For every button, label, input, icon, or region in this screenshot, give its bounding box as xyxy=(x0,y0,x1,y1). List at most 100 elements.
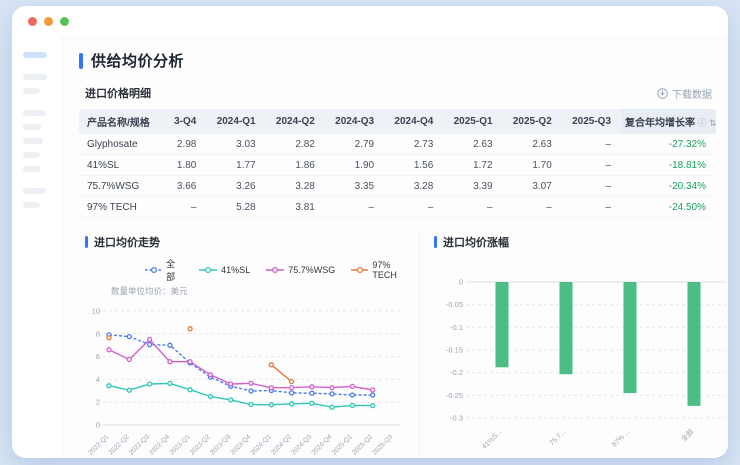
svg-text:41%S...: 41%S... xyxy=(481,428,503,450)
svg-text:2025-Q3: 2025-Q3 xyxy=(371,433,394,456)
value-cell: 1.72 xyxy=(443,154,503,176)
sidebar-item-5[interactable] xyxy=(23,138,43,144)
column-header-7: 2025-Q2 xyxy=(502,109,562,134)
sidebar-item-active[interactable] xyxy=(23,52,47,58)
zoom-button[interactable] xyxy=(60,16,69,26)
svg-text:2024-Q4: 2024-Q4 xyxy=(310,433,333,456)
table-section-label: 进口价格明细 xyxy=(85,88,151,100)
column-header-8: 2025-Q3 xyxy=(561,109,622,134)
column-header-4: 2024-Q3 xyxy=(324,109,385,134)
svg-text:2023-Q1: 2023-Q1 xyxy=(168,433,191,456)
chart-legend: 全部 41%SL 75.7%WSG 97% TECH xyxy=(145,257,415,283)
column-header-0: 产品名称/规格 xyxy=(79,109,162,134)
value-cell: 1.70 xyxy=(502,154,562,176)
close-button[interactable] xyxy=(28,16,37,26)
bar-chart-title: 进口均价涨幅 xyxy=(443,237,509,249)
value-cell: – xyxy=(561,154,622,176)
column-header-2: 2024-Q1 xyxy=(206,109,266,134)
value-cell: 5.28 xyxy=(206,196,266,218)
product-name-cell: 41%SL xyxy=(79,154,162,176)
value-cell: – xyxy=(561,134,622,155)
svg-text:-0.15: -0.15 xyxy=(446,346,463,355)
sidebar-item-9[interactable] xyxy=(23,202,40,208)
download-data-button[interactable]: 下载数据 xyxy=(657,86,712,101)
svg-text:2022-Q4: 2022-Q4 xyxy=(148,433,171,456)
svg-text:75.7...: 75.7... xyxy=(549,428,568,447)
svg-text:2022-Q2: 2022-Q2 xyxy=(108,433,131,456)
value-cell: 2.98 xyxy=(161,134,207,155)
product-name-cell: 97% TECH xyxy=(79,196,162,218)
legend-item-2[interactable]: 75.7%WSG xyxy=(266,257,335,283)
page-title: 供给均价分析 xyxy=(79,50,716,71)
cagr-cell: -27.32% xyxy=(621,134,716,155)
column-header-9[interactable]: 复合年均增长率 ⓘ ⇅ xyxy=(621,109,716,134)
value-cell: 1.90 xyxy=(324,154,385,176)
sidebar-item-2[interactable] xyxy=(23,88,40,94)
legend-item-1[interactable]: 41%SL xyxy=(199,257,250,283)
sidebar-item-4[interactable] xyxy=(23,124,41,130)
value-cell: 1.80 xyxy=(161,154,207,176)
value-cell: – xyxy=(384,196,444,218)
value-cell: 2.63 xyxy=(443,134,503,155)
sidebar xyxy=(12,36,62,458)
import-price-change-panel: 进口均价涨幅 0 -0.05 -0.1 -0.15 -0.2 -0.25 -0.3 41%S.… xyxy=(419,232,728,458)
svg-text:2024-Q3: 2024-Q3 xyxy=(290,433,313,456)
download-icon xyxy=(657,87,668,99)
chart-accent-bar xyxy=(85,236,88,248)
svg-text:97% ...: 97% ... xyxy=(611,428,631,448)
svg-text:-0.05: -0.05 xyxy=(446,300,463,309)
info-and-sort-icons[interactable]: ⓘ ⇅ xyxy=(695,118,716,128)
value-cell: 2.79 xyxy=(324,134,385,155)
sidebar-item-7[interactable] xyxy=(23,166,40,172)
value-cell: 3.39 xyxy=(443,175,503,197)
product-name-cell: Glyphosate xyxy=(79,134,162,155)
column-header-6: 2025-Q1 xyxy=(443,109,503,134)
table-row: Glyphosate 2.98 3.03 2.82 2.79 2.73 2.63 2.63– -… xyxy=(79,134,716,155)
line-chart-svg: 02468102022-Q12022-Q22022-Q32022-Q42023-… xyxy=(87,307,401,457)
svg-text:-0.25: -0.25 xyxy=(446,391,463,400)
svg-text:2022-Q1: 2022-Q1 xyxy=(87,433,110,456)
svg-text:-0.3: -0.3 xyxy=(450,414,463,423)
svg-text:2024-Q2: 2024-Q2 xyxy=(270,433,293,456)
import-price-trend-panel: 进口均价走势 全部 41%SL 75.7%WSG 97% TECH 数量单位均价… xyxy=(79,232,419,458)
table-row: 97% TECH –5.28 3.81– – – – – -24.50% xyxy=(79,196,716,218)
column-header-3: 2024-Q2 xyxy=(265,109,325,134)
value-cell: 3.35 xyxy=(324,175,385,197)
svg-text:-0.2: -0.2 xyxy=(450,368,463,377)
line-chart-title: 进口均价走势 xyxy=(94,237,160,249)
value-cell: 2.63 xyxy=(502,134,562,155)
legend-marker-icon xyxy=(351,266,369,274)
cagr-cell: -18.81% xyxy=(621,154,716,176)
page-title-text: 供给均价分析 xyxy=(91,53,185,70)
value-cell: 2.82 xyxy=(265,134,325,155)
title-accent-bar xyxy=(79,52,83,69)
app-window: 供给均价分析 进口价格明细 下载数据 产品名称/规格 3 xyxy=(12,6,728,458)
value-cell: – xyxy=(561,175,622,197)
value-cell: 3.28 xyxy=(265,175,325,197)
minimize-button[interactable] xyxy=(44,16,53,26)
svg-text:2023-Q4: 2023-Q4 xyxy=(229,433,252,456)
legend-item-3[interactable]: 97% TECH xyxy=(351,257,415,283)
sidebar-item-8[interactable] xyxy=(23,188,46,194)
value-cell: – xyxy=(502,196,562,218)
svg-text:-0.1: -0.1 xyxy=(450,323,463,332)
svg-text:2025-Q1: 2025-Q1 xyxy=(331,433,354,456)
sidebar-item-1[interactable] xyxy=(23,74,47,80)
bar-chart-svg: 0 -0.05 -0.1 -0.15 -0.2 -0.25 -0.3 41%S... 75.7.… xyxy=(446,278,726,451)
value-cell: – xyxy=(161,196,207,218)
sidebar-item-3[interactable] xyxy=(23,110,46,116)
svg-text:10: 10 xyxy=(92,307,100,316)
svg-text:8: 8 xyxy=(96,329,100,338)
svg-text:全部: 全部 xyxy=(679,427,695,443)
value-cell: 3.66 xyxy=(161,175,207,197)
value-cell: 1.56 xyxy=(384,154,444,176)
legend-marker-icon xyxy=(266,266,285,274)
product-name-cell: 75.7%WSG xyxy=(79,175,162,197)
column-header-5: 2024-Q4 xyxy=(384,109,444,134)
svg-text:2022-Q3: 2022-Q3 xyxy=(128,433,151,456)
value-cell: 3.28 xyxy=(384,175,444,197)
value-cell: – xyxy=(443,196,503,218)
legend-item-0[interactable]: 全部 xyxy=(145,257,183,283)
sidebar-item-6[interactable] xyxy=(23,152,40,158)
svg-text:2: 2 xyxy=(96,398,100,407)
